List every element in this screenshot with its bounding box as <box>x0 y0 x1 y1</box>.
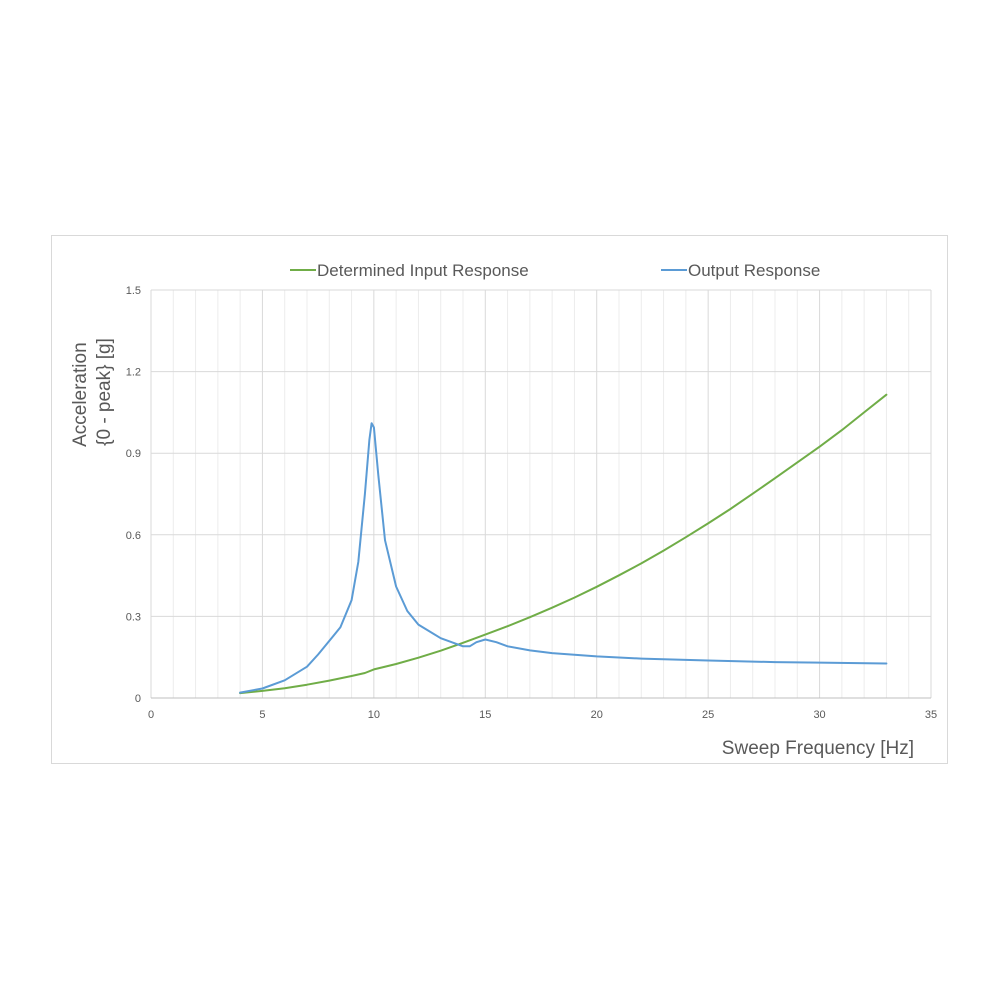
y-tick-label: 1.2 <box>126 367 141 379</box>
major-gridlines <box>150 289 932 698</box>
series-layer <box>239 393 888 695</box>
y-axis-title: Acceleration {0 - peak} [g] <box>70 337 115 447</box>
x-tick-label: 5 <box>259 709 265 721</box>
line-chart: 0 5 10 15 20 25 30 35 0 0.3 0.6 0.9 1.2 1.5 Determin… <box>70 261 937 759</box>
chart-frame: 0 5 10 15 20 25 30 35 0 0.3 0.6 0.9 1.2 1.5 Determin… <box>51 235 948 764</box>
x-tick-label: 0 <box>148 709 154 721</box>
y-tick-label: 1.5 <box>126 285 141 297</box>
y-tick-label: 0.3 <box>126 611 141 623</box>
y-tick-label: 0 <box>135 693 141 705</box>
x-tick-labels: 0 5 10 15 20 25 30 35 <box>148 709 937 721</box>
x-tick-label: 35 <box>925 709 937 721</box>
legend: Determined Input Response Output Response <box>290 261 820 280</box>
y-tick-label: 0.9 <box>126 448 141 460</box>
y-tick-label: 0.6 <box>126 530 141 542</box>
y-axis-title-line-1: Acceleration <box>70 342 91 447</box>
minor-gridlines <box>172 290 910 698</box>
x-axis-title: Sweep Frequency [Hz] <box>722 738 914 759</box>
legend-label-1: Determined Input Response <box>317 261 529 280</box>
y-tick-labels: 0 0.3 0.6 0.9 1.2 1.5 <box>126 285 141 705</box>
series-line-2 <box>239 422 888 694</box>
x-tick-label: 25 <box>702 709 714 721</box>
x-tick-label: 30 <box>813 709 825 721</box>
x-tick-label: 15 <box>479 709 491 721</box>
x-tick-label: 20 <box>591 709 603 721</box>
legend-label-2: Output Response <box>688 261 820 280</box>
x-tick-label: 10 <box>368 709 380 721</box>
y-axis-title-line-2: {0 - peak} [g] <box>94 338 115 446</box>
series-line-1 <box>239 393 888 695</box>
